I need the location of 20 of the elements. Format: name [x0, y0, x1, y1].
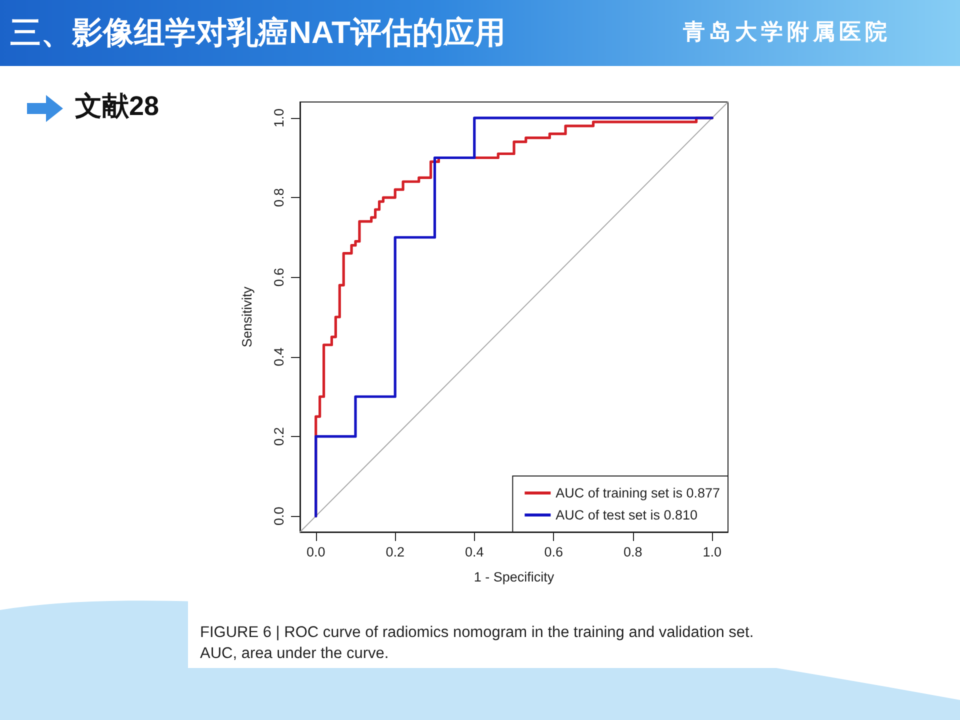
y-tick-label: 0.2	[272, 427, 286, 446]
chart-subtitle: 文献28	[75, 90, 160, 123]
y-tick-label: 0.4	[272, 346, 286, 366]
legend-label: AUC of training set is 0.877	[556, 486, 720, 500]
x-tick-label: 0.4	[464, 544, 484, 560]
x-tick-label: 0.8	[624, 544, 642, 560]
y-tick-label: 0.6	[272, 268, 286, 287]
y-tick-label: 0.8	[272, 188, 286, 207]
chart-title: 三、影像组学对乳癌NAT评估的应用	[10, 14, 506, 52]
x-tick-label: 0.6	[544, 544, 564, 560]
x-tick-label: 0.2	[386, 544, 404, 560]
y-tick-label: 1.0	[272, 108, 286, 128]
legend-label: AUC of test set is 0.810	[556, 508, 698, 522]
x-tick-label: 0.0	[306, 544, 326, 560]
text: 青岛大学附属医院	[683, 18, 891, 47]
y-tick-label: 0.0	[272, 506, 286, 526]
x-tick-label: 1.0	[702, 544, 722, 560]
x-axis-title: 1 - Specificity	[474, 570, 554, 584]
caption: FIGURE 6 | ROC curve of radiomics nomogram in the training and validation set. AUC, area under the curve.	[200, 623, 755, 664]
y-axis-title: Sensitivity	[240, 286, 254, 348]
